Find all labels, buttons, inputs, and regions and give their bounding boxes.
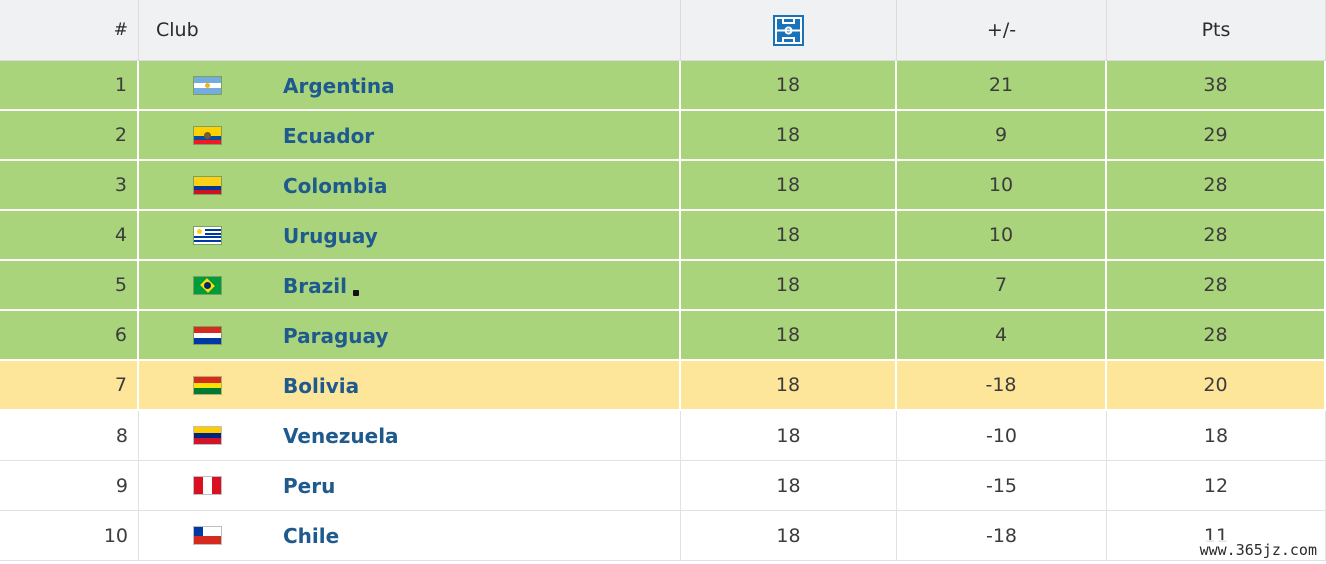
table-header: # Club +/- Pts bbox=[0, 0, 1326, 61]
goal-diff-cell: 10 bbox=[897, 211, 1107, 261]
table-row[interactable]: 10 Chile 18 -18 11 bbox=[0, 511, 1326, 561]
club-name-link[interactable]: Venezuela bbox=[283, 424, 399, 448]
club-cell[interactable]: Ecuador bbox=[139, 111, 681, 161]
points-cell: 28 bbox=[1107, 211, 1326, 261]
venezuela-flag-icon bbox=[194, 427, 221, 444]
played-header[interactable] bbox=[681, 0, 897, 61]
points-cell: 28 bbox=[1107, 311, 1326, 361]
played-cell: 18 bbox=[681, 261, 897, 311]
played-cell: 18 bbox=[681, 161, 897, 211]
rank-cell: 6 bbox=[0, 311, 139, 361]
points-cell: 28 bbox=[1107, 161, 1326, 211]
header-row: # Club +/- Pts bbox=[0, 0, 1326, 61]
points-cell: 20 bbox=[1107, 361, 1326, 411]
club-name-link[interactable]: Argentina bbox=[283, 74, 395, 98]
played-cell: 18 bbox=[681, 411, 897, 461]
played-cell: 18 bbox=[681, 311, 897, 361]
points-cell: 28 bbox=[1107, 261, 1326, 311]
played-cell: 18 bbox=[681, 61, 897, 111]
played-cell: 18 bbox=[681, 461, 897, 511]
table-row[interactable]: 5 Brazil 18 7 28 bbox=[0, 261, 1326, 311]
table-row[interactable]: 6 Paraguay 18 4 28 bbox=[0, 311, 1326, 361]
table-row[interactable]: 4 Uruguay 18 10 28 bbox=[0, 211, 1326, 261]
rank-cell: 7 bbox=[0, 361, 139, 411]
club-cell[interactable]: Brazil bbox=[139, 261, 681, 311]
goal-diff-cell: -15 bbox=[897, 461, 1107, 511]
colombia-flag-icon bbox=[194, 177, 221, 194]
uruguay-flag-icon bbox=[194, 227, 221, 244]
club-header[interactable]: Club bbox=[139, 0, 681, 61]
table-row[interactable]: 9 Peru 18 -15 12 bbox=[0, 461, 1326, 511]
rank-cell: 4 bbox=[0, 211, 139, 261]
table-row[interactable]: 1 Argentina 18 21 38 bbox=[0, 61, 1326, 111]
goal-diff-cell: -18 bbox=[897, 361, 1107, 411]
paraguay-flag-icon bbox=[194, 327, 221, 344]
bolivia-flag-icon bbox=[194, 377, 221, 394]
goal-diff-cell: 7 bbox=[897, 261, 1107, 311]
rank-cell: 5 bbox=[0, 261, 139, 311]
goal-diff-cell: 9 bbox=[897, 111, 1107, 161]
rank-cell: 2 bbox=[0, 111, 139, 161]
ecuador-flag-icon bbox=[194, 127, 221, 144]
rank-header[interactable]: # bbox=[0, 0, 139, 61]
club-cell[interactable]: Uruguay bbox=[139, 211, 681, 261]
rank-cell: 9 bbox=[0, 461, 139, 511]
rank-cell: 8 bbox=[0, 411, 139, 461]
points-cell: 18 bbox=[1107, 411, 1326, 461]
club-name-link[interactable]: Peru bbox=[283, 474, 336, 498]
club-name-link[interactable]: Ecuador bbox=[283, 124, 375, 148]
club-cell[interactable]: Chile bbox=[139, 511, 681, 561]
table-row[interactable]: 3 Colombia 18 10 28 bbox=[0, 161, 1326, 211]
played-cell: 18 bbox=[681, 111, 897, 161]
table-row[interactable]: 2 Ecuador 18 9 29 bbox=[0, 111, 1326, 161]
rank-cell: 1 bbox=[0, 61, 139, 111]
played-cell: 18 bbox=[681, 511, 897, 561]
club-cell[interactable]: Peru bbox=[139, 461, 681, 511]
played-cell: 18 bbox=[681, 211, 897, 261]
brazil-flag-icon bbox=[194, 277, 221, 294]
table-row[interactable]: 7 Bolivia 18 -18 20 bbox=[0, 361, 1326, 411]
played-cell: 18 bbox=[681, 361, 897, 411]
club-name-link[interactable]: Brazil bbox=[283, 274, 347, 298]
club-name-link[interactable]: Bolivia bbox=[283, 374, 360, 398]
points-cell: 38 bbox=[1107, 61, 1326, 111]
club-name-link[interactable]: Paraguay bbox=[283, 324, 389, 348]
club-name-link[interactable]: Chile bbox=[283, 524, 340, 548]
peru-flag-icon bbox=[194, 477, 221, 494]
goal-diff-cell: 4 bbox=[897, 311, 1107, 361]
table-row[interactable]: 8 Venezuela 18 -10 18 bbox=[0, 411, 1326, 461]
rank-cell: 10 bbox=[0, 511, 139, 561]
table-body: 1 Argentina 18 21 38 2 Ecuador 18 9 29 3… bbox=[0, 61, 1326, 561]
points-cell: 29 bbox=[1107, 111, 1326, 161]
chile-flag-icon bbox=[194, 527, 221, 544]
club-name-link[interactable]: Uruguay bbox=[283, 224, 378, 248]
stray-dot bbox=[353, 290, 359, 296]
goal-diff-cell: -10 bbox=[897, 411, 1107, 461]
goal-diff-header[interactable]: +/- bbox=[897, 0, 1107, 61]
club-cell[interactable]: Venezuela bbox=[139, 411, 681, 461]
watermark: www.365jz.com bbox=[1196, 540, 1320, 560]
goal-diff-cell: 10 bbox=[897, 161, 1107, 211]
goal-diff-cell: -18 bbox=[897, 511, 1107, 561]
points-cell: 12 bbox=[1107, 461, 1326, 511]
goal-diff-cell: 21 bbox=[897, 61, 1107, 111]
club-cell[interactable]: Colombia bbox=[139, 161, 681, 211]
argentina-flag-icon bbox=[194, 77, 221, 94]
club-name-link[interactable]: Colombia bbox=[283, 174, 388, 198]
club-cell[interactable]: Argentina bbox=[139, 61, 681, 111]
rank-cell: 3 bbox=[0, 161, 139, 211]
club-cell[interactable]: Paraguay bbox=[139, 311, 681, 361]
club-cell[interactable]: Bolivia bbox=[139, 361, 681, 411]
pitch-icon bbox=[773, 14, 804, 46]
points-header[interactable]: Pts bbox=[1107, 0, 1326, 61]
